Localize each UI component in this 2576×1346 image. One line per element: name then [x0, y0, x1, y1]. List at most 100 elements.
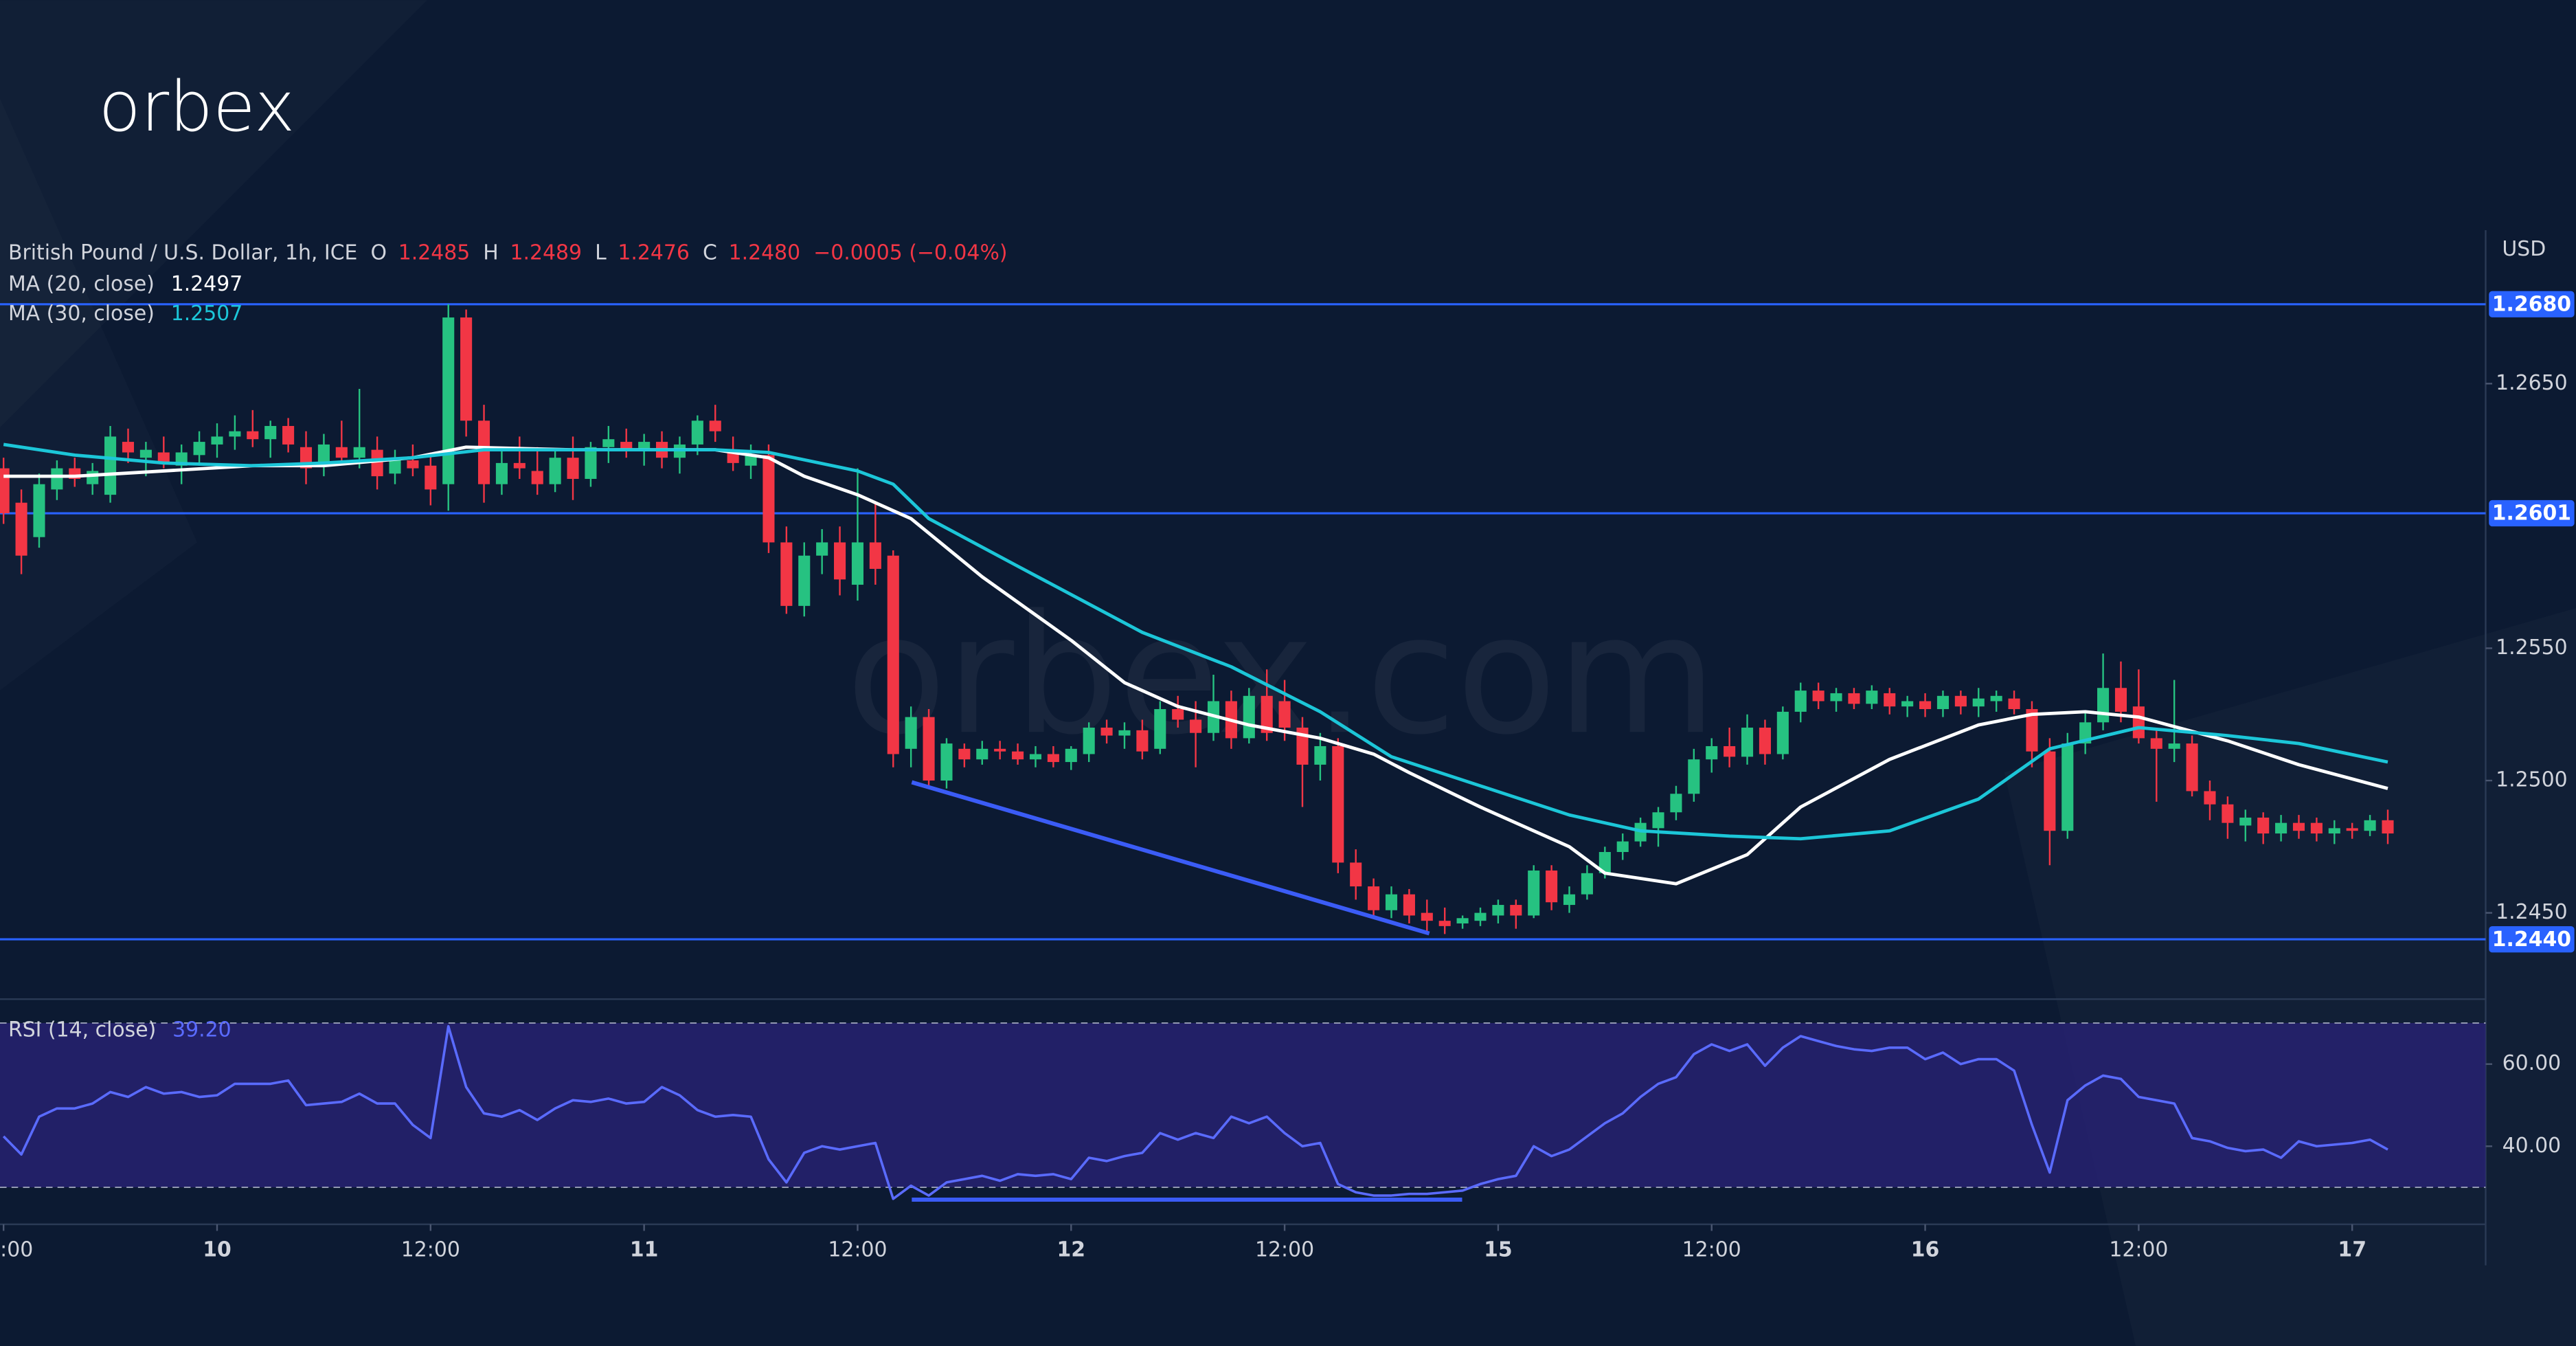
candle-body: [1830, 693, 1842, 702]
logo: orbex: [98, 67, 295, 147]
candle-body: [567, 458, 579, 479]
candle-body: [816, 542, 828, 556]
candle-body: [923, 717, 935, 781]
candle-body: [1100, 728, 1113, 736]
candle-body: [1243, 695, 1255, 739]
candle-body: [157, 452, 170, 463]
candle-body: [2008, 698, 2020, 710]
candle-body: [1563, 894, 1576, 906]
legend-value: 1.2480: [729, 240, 801, 265]
candle-body: [104, 436, 117, 495]
candle-body: [549, 458, 561, 484]
candle-body: [139, 449, 152, 458]
ma-line: [3, 445, 2388, 886]
x-tick-label: 17: [2338, 1238, 2366, 1262]
candle-body: [780, 542, 793, 606]
candle-body: [335, 447, 348, 458]
legend-value: 1.2489: [510, 240, 582, 265]
candle-body: [2292, 822, 2305, 831]
legend-title: British Pound / U.S. Dollar, 1h, ICE: [8, 240, 357, 265]
candle-body: [371, 449, 383, 477]
candle-body: [33, 484, 45, 537]
candle-body: [638, 442, 651, 450]
trendline: [911, 780, 1430, 936]
candle-body: [1403, 894, 1415, 916]
candle-body: [2239, 817, 2252, 826]
candle-body: [1047, 754, 1059, 763]
candle-body: [531, 471, 543, 484]
rsi-line: [2, 1024, 2388, 1200]
candle-body: [2328, 828, 2340, 834]
candle-body: [869, 542, 881, 569]
level-label-box: [2489, 500, 2575, 527]
candle-body: [2061, 743, 2074, 831]
y-tick-label: 1.2550: [2496, 636, 2568, 660]
level-label: 1.2440: [2492, 928, 2571, 952]
candle-body: [1919, 701, 1932, 710]
candle-body: [1065, 748, 1077, 763]
candle-body: [247, 431, 259, 440]
legend-key: O: [371, 240, 387, 265]
x-tick-label: 10: [203, 1238, 231, 1262]
candle-body: [1350, 862, 1362, 887]
candle-body: [1741, 728, 1754, 757]
x-tick-label: 12:00: [2109, 1238, 2168, 1262]
x-tick-label: 12:00: [0, 1238, 33, 1262]
candle-body: [1866, 691, 1878, 704]
ma-line: [3, 442, 2388, 841]
candle-body: [762, 455, 775, 543]
candle-body: [2364, 820, 2376, 831]
legend-ma: MA (20, close) 1.2497: [8, 271, 242, 295]
candle-body: [1990, 695, 2002, 702]
candle-body: [264, 425, 277, 440]
candle-body: [1154, 709, 1166, 749]
candle-body: [834, 542, 846, 580]
legend-value: 1.2485: [398, 240, 471, 265]
candle-body: [1314, 745, 1326, 765]
candle-body: [1884, 693, 1896, 707]
candle-body: [1172, 709, 1184, 720]
candle-body: [51, 468, 63, 490]
candle-body: [1083, 728, 1095, 754]
candle-body: [2222, 804, 2234, 823]
candle-body: [2257, 817, 2270, 834]
candle-body: [87, 471, 99, 484]
candle-body: [2044, 751, 2056, 831]
x-tick-label: 12:00: [1255, 1238, 1314, 1262]
candle-body: [1456, 918, 1469, 924]
candle-body: [1368, 886, 1380, 910]
candle-body: [2186, 743, 2198, 792]
candle-body: [1438, 921, 1451, 926]
level-label-box: [2489, 926, 2575, 953]
candle-body: [1598, 852, 1611, 873]
legend-value: 1.2497: [171, 271, 243, 295]
candle-body: [2382, 820, 2394, 834]
candle-body: [709, 420, 721, 431]
candle-body: [1812, 691, 1824, 702]
candle-body: [2114, 688, 2127, 712]
candle-body: [1510, 905, 1522, 916]
y-tick-label: 1.2450: [2496, 900, 2568, 924]
candle-body: [1954, 695, 1967, 707]
legend-value: 1.2507: [171, 301, 243, 325]
candle-body: [1421, 912, 1433, 921]
legend-ma: MA (30, close) 1.2507: [8, 301, 242, 325]
candle-body: [442, 317, 455, 484]
x-tick-label: 12: [1057, 1238, 1085, 1262]
candle-body: [620, 442, 633, 450]
candle-body: [15, 502, 27, 556]
candle-body: [798, 555, 811, 606]
candle-body: [0, 468, 10, 514]
rsi-band: [0, 1022, 2486, 1188]
candle-body: [1972, 698, 1985, 707]
candle-body: [976, 748, 988, 760]
candle-body: [460, 317, 473, 421]
candle-body: [1012, 751, 1024, 760]
legend-change: −0.0005 (−0.04%): [813, 240, 1007, 265]
y-tick-label: 60.00: [2502, 1051, 2562, 1075]
legend-value: 39.20: [172, 1018, 231, 1042]
y-tick-label: 1.2500: [2496, 768, 2568, 792]
candle-body: [513, 462, 526, 469]
